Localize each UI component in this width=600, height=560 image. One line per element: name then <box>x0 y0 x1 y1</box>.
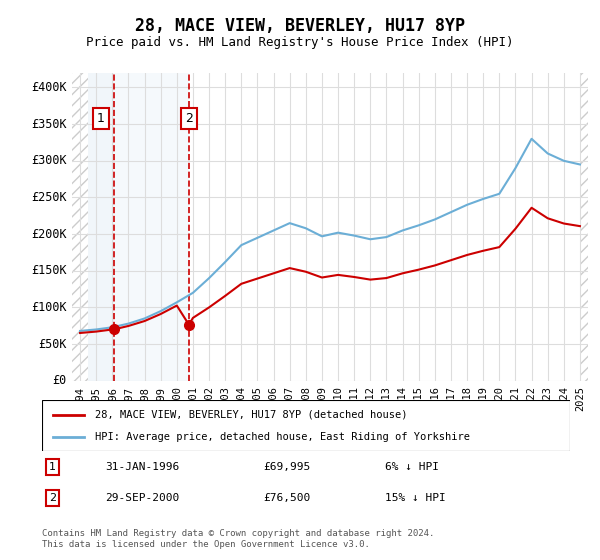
Text: £250K: £250K <box>31 191 67 204</box>
Bar <box>88 73 113 381</box>
Text: £300K: £300K <box>31 155 67 167</box>
Text: £76,500: £76,500 <box>264 493 311 503</box>
Text: 1: 1 <box>97 112 105 125</box>
Text: £50K: £50K <box>38 338 67 351</box>
Text: £200K: £200K <box>31 227 67 241</box>
Bar <box>113 73 189 381</box>
Text: Contains HM Land Registry data © Crown copyright and database right 2024.
This d: Contains HM Land Registry data © Crown c… <box>42 529 434 549</box>
FancyBboxPatch shape <box>42 400 570 451</box>
Text: 2: 2 <box>49 493 56 503</box>
Text: £400K: £400K <box>31 81 67 94</box>
Text: £69,995: £69,995 <box>264 462 311 472</box>
Text: 2: 2 <box>185 112 193 125</box>
Text: £150K: £150K <box>31 264 67 277</box>
Text: £350K: £350K <box>31 118 67 130</box>
Text: 29-SEP-2000: 29-SEP-2000 <box>106 493 179 503</box>
Text: 6% ↓ HPI: 6% ↓ HPI <box>385 462 439 472</box>
Text: £100K: £100K <box>31 301 67 314</box>
Bar <box>72 73 113 381</box>
Text: 15% ↓ HPI: 15% ↓ HPI <box>385 493 446 503</box>
Text: 1: 1 <box>49 462 56 472</box>
Bar <box>72 73 88 381</box>
Text: 28, MACE VIEW, BEVERLEY, HU17 8YP: 28, MACE VIEW, BEVERLEY, HU17 8YP <box>135 17 465 35</box>
Text: HPI: Average price, detached house, East Riding of Yorkshire: HPI: Average price, detached house, East… <box>95 432 470 442</box>
Text: 31-JAN-1996: 31-JAN-1996 <box>106 462 179 472</box>
Text: £0: £0 <box>53 374 67 388</box>
Text: Price paid vs. HM Land Registry's House Price Index (HPI): Price paid vs. HM Land Registry's House … <box>86 36 514 49</box>
Text: 28, MACE VIEW, BEVERLEY, HU17 8YP (detached house): 28, MACE VIEW, BEVERLEY, HU17 8YP (detac… <box>95 409 407 419</box>
Bar <box>580 73 588 381</box>
